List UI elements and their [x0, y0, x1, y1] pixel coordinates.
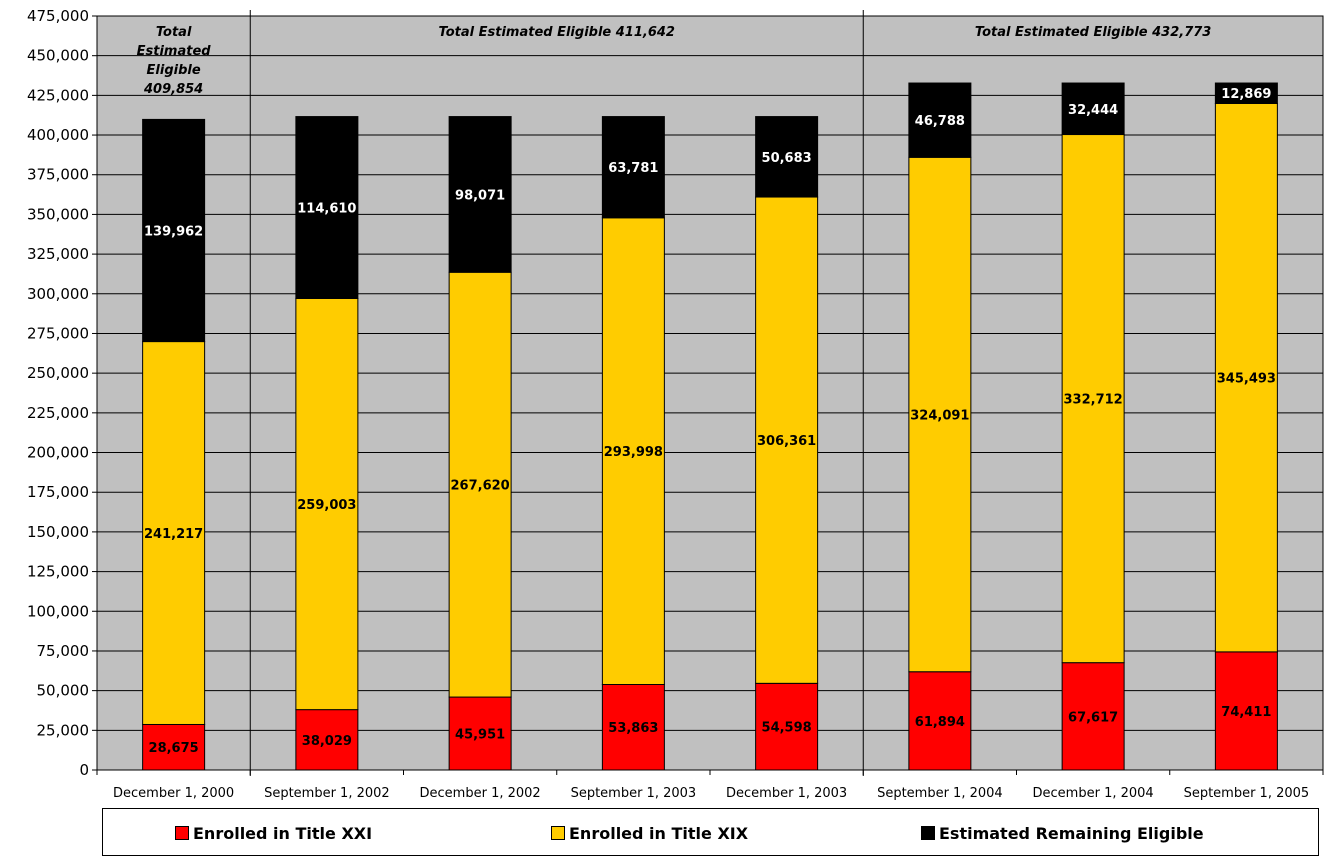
data-label-title-xix: 293,998 [604, 445, 663, 460]
y-tick-label: 150,000 [27, 523, 89, 541]
y-tick-label: 225,000 [27, 404, 89, 422]
group-annotation: Estimated [137, 44, 212, 59]
x-category-label: December 1, 2003 [726, 786, 847, 801]
data-label-title-xix: 324,091 [910, 409, 969, 424]
x-category-label: December 1, 2002 [420, 786, 541, 801]
data-label-remaining-eligible: 63,781 [608, 161, 658, 176]
legend-item-title-xxi: Enrolled in Title XXI [175, 823, 372, 843]
bar-segment-remaining-eligible [1061, 82, 1125, 136]
data-label-title-xix: 332,712 [1064, 393, 1123, 408]
data-label-title-xxi: 28,675 [149, 741, 199, 756]
data-label-remaining-eligible: 46,788 [915, 114, 965, 129]
y-tick-label: 475,000 [27, 7, 89, 25]
y-tick-label: 375,000 [27, 166, 89, 184]
y-tick-label: 75,000 [37, 642, 90, 660]
data-label-title-xxi: 67,617 [1068, 710, 1118, 725]
x-category-label: September 1, 2003 [571, 786, 697, 801]
x-category-label: September 1, 2004 [877, 786, 1003, 801]
y-tick-label: 200,000 [27, 444, 89, 462]
group-annotation: Eligible [147, 63, 201, 78]
data-label-title-xxi: 61,894 [915, 715, 965, 730]
y-tick-label: 350,000 [27, 205, 89, 223]
y-tick-label: 300,000 [27, 285, 89, 303]
bar-segment-title-xxi [1061, 662, 1125, 771]
legend-swatch-title-xxi [175, 826, 189, 840]
data-label-title-xix: 345,493 [1217, 372, 1276, 387]
y-tick-label: 275,000 [27, 324, 89, 342]
bar-segment-remaining-eligible [1214, 82, 1278, 104]
x-category-label: December 1, 2000 [113, 786, 234, 801]
legend-label-title-xix: Enrolled in Title XIX [569, 823, 749, 843]
data-label-title-xxi: 74,411 [1221, 705, 1271, 720]
bar-segment-title-xix [1214, 102, 1278, 653]
y-tick-label: 25,000 [37, 721, 90, 739]
data-label-title-xxi: 54,598 [762, 721, 812, 736]
x-category-label: September 1, 2005 [1184, 786, 1310, 801]
legend-swatch-title-xix [551, 826, 565, 840]
legend-label-remaining-eligible: Estimated Remaining Eligible [939, 823, 1204, 843]
data-label-title-xix: 306,361 [757, 434, 816, 449]
bar-segment-title-xxi [601, 683, 665, 771]
data-label-remaining-eligible: 98,071 [455, 188, 505, 203]
group-annotation: 409,854 [143, 82, 203, 97]
bar-segment-title-xxi [908, 671, 972, 771]
data-label-title-xxi: 53,863 [608, 721, 658, 736]
data-label-title-xxi: 45,951 [455, 728, 505, 743]
bar-segment-remaining-eligible [755, 116, 819, 198]
y-tick-label: 400,000 [27, 126, 89, 144]
plot-area [97, 16, 1323, 770]
bar-segment-title-xxi [448, 696, 512, 771]
chart-legend: Enrolled in Title XXI Enrolled in Title … [102, 808, 1319, 856]
y-tick-label: 0 [79, 761, 89, 779]
bar-segment-remaining-eligible [295, 116, 359, 300]
legend-item-remaining-eligible: Estimated Remaining Eligible [921, 823, 1204, 843]
bar-segment-remaining-eligible [908, 82, 972, 158]
group-annotation: Total Estimated Eligible 432,773 [975, 25, 1211, 40]
bar-segment-title-xix [1061, 134, 1125, 664]
legend-item-title-xix: Enrolled in Title XIX [551, 823, 748, 843]
legend-label-title-xxi: Enrolled in Title XXI [193, 823, 373, 843]
data-label-title-xix: 259,003 [297, 498, 356, 513]
data-label-title-xix: 241,217 [144, 527, 203, 542]
stacked-bar-chart: 0 25,000 50,000 75,000 100,000 125,000 150,000… [27, 7, 1324, 801]
data-label-title-xxi: 38,029 [302, 734, 352, 749]
bar-segment-title-xix [142, 341, 206, 725]
group-annotation: Total [156, 25, 192, 40]
data-label-remaining-eligible: 139,962 [144, 224, 203, 239]
y-tick-label: 175,000 [27, 483, 89, 501]
bar-segment-remaining-eligible [142, 118, 206, 343]
bar-segment-title-xix [908, 156, 972, 673]
y-tick-label: 250,000 [27, 364, 89, 382]
x-category-label: December 1, 2004 [1033, 786, 1154, 801]
data-label-title-xix: 267,620 [451, 479, 510, 494]
bar-segment-title-xix [448, 271, 512, 698]
bar-segment-remaining-eligible [601, 116, 665, 219]
y-tick-label: 450,000 [27, 47, 89, 65]
bar-segment-title-xix [601, 217, 665, 685]
bar-segment-title-xix [295, 298, 359, 711]
y-tick-label: 325,000 [27, 245, 89, 263]
group-annotation: Total Estimated Eligible 411,642 [439, 25, 675, 40]
y-tick-label: 425,000 [27, 86, 89, 104]
bar-segment-title-xxi [755, 682, 819, 771]
data-label-remaining-eligible: 50,683 [762, 151, 812, 166]
data-label-remaining-eligible: 12,869 [1221, 87, 1271, 102]
y-tick-label: 50,000 [37, 682, 90, 700]
data-label-remaining-eligible: 32,444 [1068, 103, 1118, 118]
bar-segment-remaining-eligible [448, 116, 512, 273]
y-tick-label: 100,000 [27, 602, 89, 620]
legend-swatch-remaining-eligible [921, 826, 935, 840]
y-tick-label: 125,000 [27, 563, 89, 581]
bar-segment-title-xix [755, 196, 819, 684]
x-category-label: September 1, 2002 [264, 786, 390, 801]
data-label-remaining-eligible: 114,610 [297, 202, 356, 217]
bar-segment-title-xxi [142, 723, 206, 771]
